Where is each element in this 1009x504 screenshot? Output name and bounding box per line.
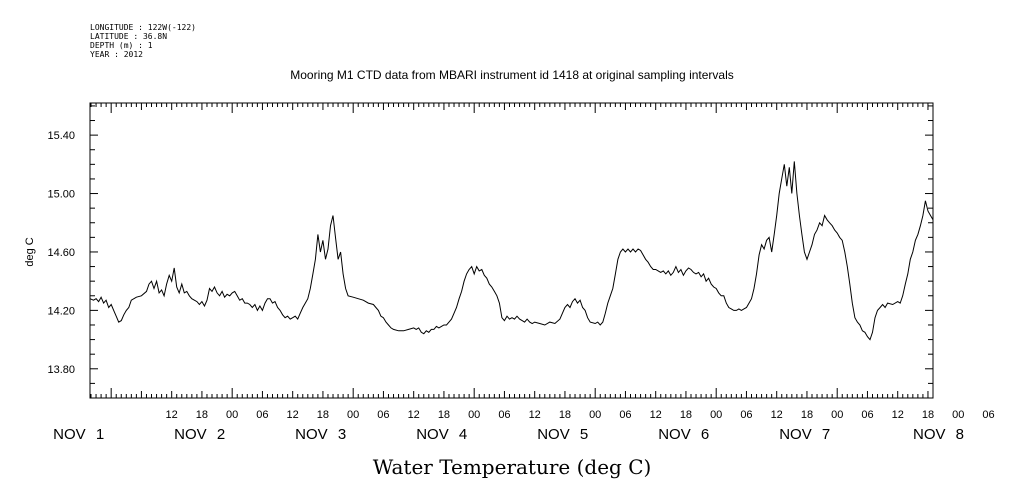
x-tick-label: 18 xyxy=(801,409,813,421)
x-tick-labels: 12 18 00 06 12 18 00 06 12 18 00 06 12 18 00 06 12 18 00 06… xyxy=(166,409,995,421)
x-tick-label: 18 xyxy=(196,409,208,421)
x-tick-label: 12 xyxy=(892,409,904,421)
x-tick-label: 18 xyxy=(559,409,571,421)
x-tick-label: 06 xyxy=(498,409,510,421)
x-tick-label: 12 xyxy=(408,409,420,421)
longitude-label: LONGITUDE : 122W(-122) xyxy=(90,23,196,32)
x-tick-label: 06 xyxy=(861,409,873,421)
x-tick-label: 06 xyxy=(740,409,752,421)
axis-ticks xyxy=(90,103,934,399)
day-label: NOV 8 xyxy=(913,426,964,443)
header-info: LONGITUDE : 122W(-122) LATITUDE : 36.8N … xyxy=(90,23,196,59)
x-tick-label: 12 xyxy=(771,409,783,421)
day-label: NOV 3 xyxy=(295,426,346,443)
y-tick-labels: 13.80 14.20 14.60 15.00 15.40 xyxy=(47,130,75,376)
y-tick-label: 15.00 xyxy=(47,189,75,201)
x-tick-label: 00 xyxy=(468,409,480,421)
x-tick-label: 12 xyxy=(650,409,662,421)
chart-title: Mooring M1 CTD data from MBARI instrumen… xyxy=(290,68,734,82)
year-label: YEAR : 2012 xyxy=(90,50,143,59)
y-tick-label: 13.80 xyxy=(47,364,75,376)
day-label: NOV 7 xyxy=(779,426,830,443)
y-tick-label: 15.40 xyxy=(47,130,75,142)
x-tick-label: 18 xyxy=(922,409,934,421)
day-label: NOV 2 xyxy=(174,426,225,443)
day-label: NOV 1 xyxy=(53,426,104,443)
x-tick-label: 00 xyxy=(347,409,359,421)
y-tick-label: 14.20 xyxy=(47,305,75,317)
plot-frame xyxy=(89,102,934,399)
day-label: NOV 5 xyxy=(537,426,588,443)
y-tick-label: 14.60 xyxy=(47,247,75,259)
day-label: NOV 4 xyxy=(416,426,467,443)
x-tick-label: 06 xyxy=(982,409,994,421)
y-axis-label: deg C xyxy=(24,237,36,266)
x-axis-title: Water Temperature (deg C) xyxy=(373,455,652,479)
x-tick-label: 18 xyxy=(438,409,450,421)
x-tick-label: 06 xyxy=(256,409,268,421)
x-tick-label: 12 xyxy=(166,409,178,421)
x-tick-label: 00 xyxy=(710,409,722,421)
day-labels: NOV 1 NOV 2 NOV 3 NOV 4 NOV 5 NOV 6 NOV 7 NOV 8 xyxy=(53,426,964,443)
x-tick-label: 06 xyxy=(377,409,389,421)
x-tick-label: 00 xyxy=(831,409,843,421)
x-tick-label: 00 xyxy=(952,409,964,421)
depth-label: DEPTH (m) : 1 xyxy=(90,41,153,50)
x-tick-label: 18 xyxy=(680,409,692,421)
x-tick-label: 00 xyxy=(589,409,601,421)
x-tick-label: 06 xyxy=(619,409,631,421)
water-temperature-line xyxy=(89,161,934,341)
day-label: NOV 6 xyxy=(658,426,709,443)
x-tick-label: 12 xyxy=(529,409,541,421)
latitude-label: LATITUDE : 36.8N xyxy=(90,32,167,41)
x-tick-label: 18 xyxy=(317,409,329,421)
x-tick-label: 00 xyxy=(226,409,238,421)
x-tick-label: 12 xyxy=(287,409,299,421)
